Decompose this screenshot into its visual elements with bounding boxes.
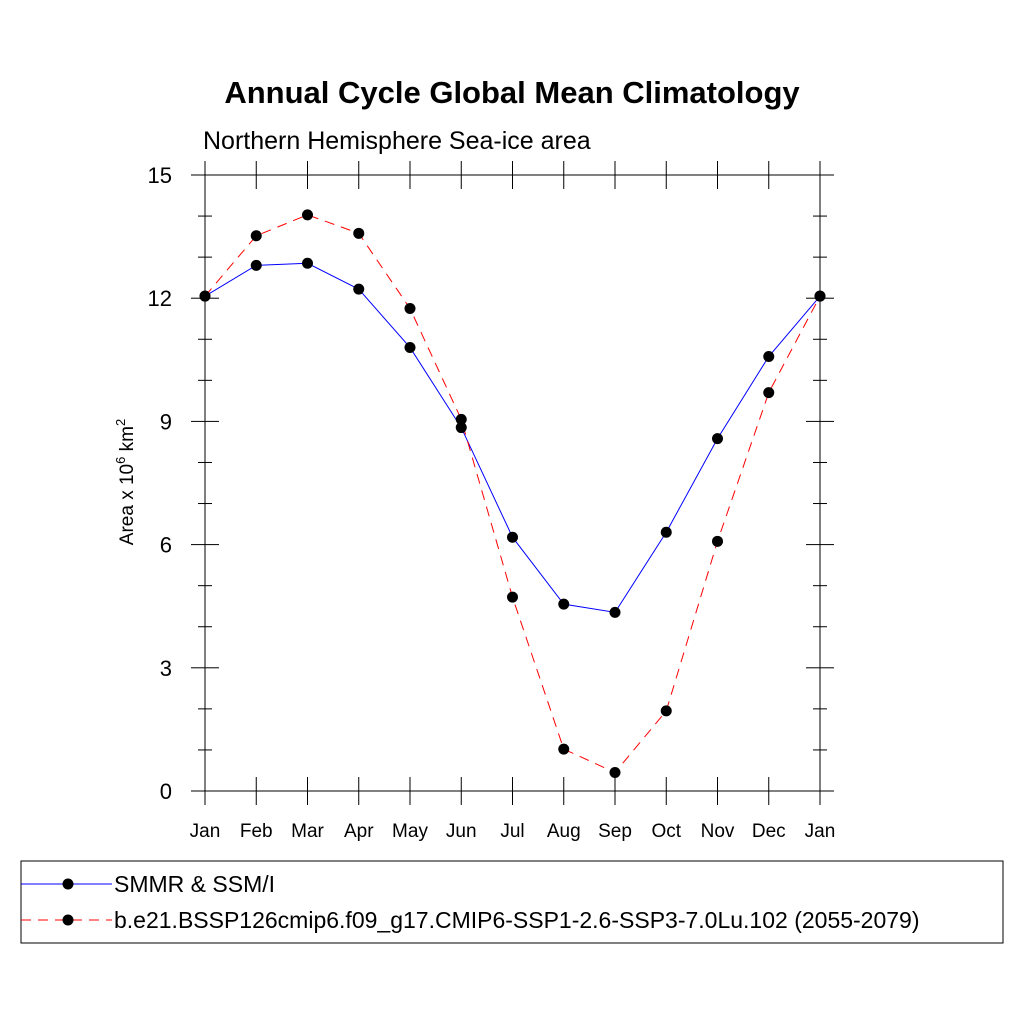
x-tick-label: Sep: [598, 821, 632, 842]
series-line-0: [204, 262, 821, 613]
series-1-point: [199, 290, 211, 302]
series-0-point: [609, 606, 621, 618]
chart-title: Annual Cycle Global Mean Climatology: [224, 75, 800, 110]
series-1-point: [763, 387, 775, 399]
y-axis-label-exp1: 6: [113, 457, 128, 464]
series-1-point: [712, 535, 723, 547]
y-tick-label: 3: [160, 656, 172, 681]
y-axis-label-prefix: Area x 10: [117, 464, 138, 545]
series-0-point: [507, 531, 518, 543]
plot-axes: 0 3 6 9 12 15 Jan Feb Mar Apr May Jun Jul Aug Sep Oct No…: [148, 161, 836, 842]
series-line-1: [204, 214, 821, 774]
series-1-point: [507, 591, 518, 603]
y-tick-label: 9: [160, 409, 172, 434]
chart-subtitle: Northern Hemisphere Sea-ice area: [203, 127, 591, 155]
x-tick-label: Aug: [547, 821, 581, 842]
y-tick-label: 6: [160, 533, 172, 558]
legend-label-model: b.e21.BSSP126cmip6.f09_g17.CMIP6-SSP1-2.…: [114, 907, 920, 933]
x-tick-label: May: [392, 821, 428, 842]
y-tick-label: 12: [148, 286, 172, 311]
y-tick-label: 15: [148, 163, 172, 188]
y-axis-label-mid: km: [117, 426, 138, 457]
series-0-point: [558, 598, 570, 610]
series-0-point: [763, 351, 775, 363]
series-1-point: [302, 209, 313, 221]
x-tick-label: Oct: [651, 821, 681, 842]
series-0-point: [660, 526, 672, 538]
series-1-point: [404, 302, 416, 314]
plot-frame: [204, 174, 821, 792]
series-layer: [199, 209, 826, 779]
x-tick-label: Jun: [446, 821, 477, 842]
x-tick-label: Jul: [500, 821, 524, 842]
y-axis-label: Area x 106 km2: [113, 419, 138, 545]
y-tick-label: 0: [160, 779, 172, 804]
series-0-point: [455, 422, 467, 434]
x-tick-label: Dec: [752, 821, 786, 842]
series-1-point: [660, 705, 672, 717]
legend-box: [20, 860, 1004, 944]
series-0-point: [250, 259, 262, 271]
x-tick-label: Mar: [291, 821, 324, 842]
series-0-point: [712, 433, 723, 445]
series-1-point: [250, 230, 262, 242]
series-0-point: [404, 341, 416, 353]
series-1-point: [609, 767, 621, 779]
x-tick-label: Nov: [701, 821, 735, 842]
legend-marker-smmr: [62, 878, 74, 890]
series-1-point: [814, 290, 826, 302]
legend: SMMR & SSM/I b.e21.BSSP126cmip6.f09_g17.…: [20, 860, 1004, 944]
legend-marker-model: [62, 914, 74, 926]
x-tick-label: Jan: [190, 821, 221, 842]
legend-label-smmr: SMMR & SSM/I: [114, 871, 275, 897]
x-tick-label: Feb: [240, 821, 273, 842]
y-axis-label-exp2: 2: [113, 419, 128, 426]
series-1-point: [558, 743, 570, 755]
series-0-point: [302, 257, 313, 269]
series-0-point: [353, 283, 365, 295]
x-tick-label: Jan: [805, 821, 836, 842]
series-1-point: [353, 227, 365, 239]
series-1-point: [455, 413, 467, 425]
x-tick-label: Apr: [344, 821, 374, 842]
